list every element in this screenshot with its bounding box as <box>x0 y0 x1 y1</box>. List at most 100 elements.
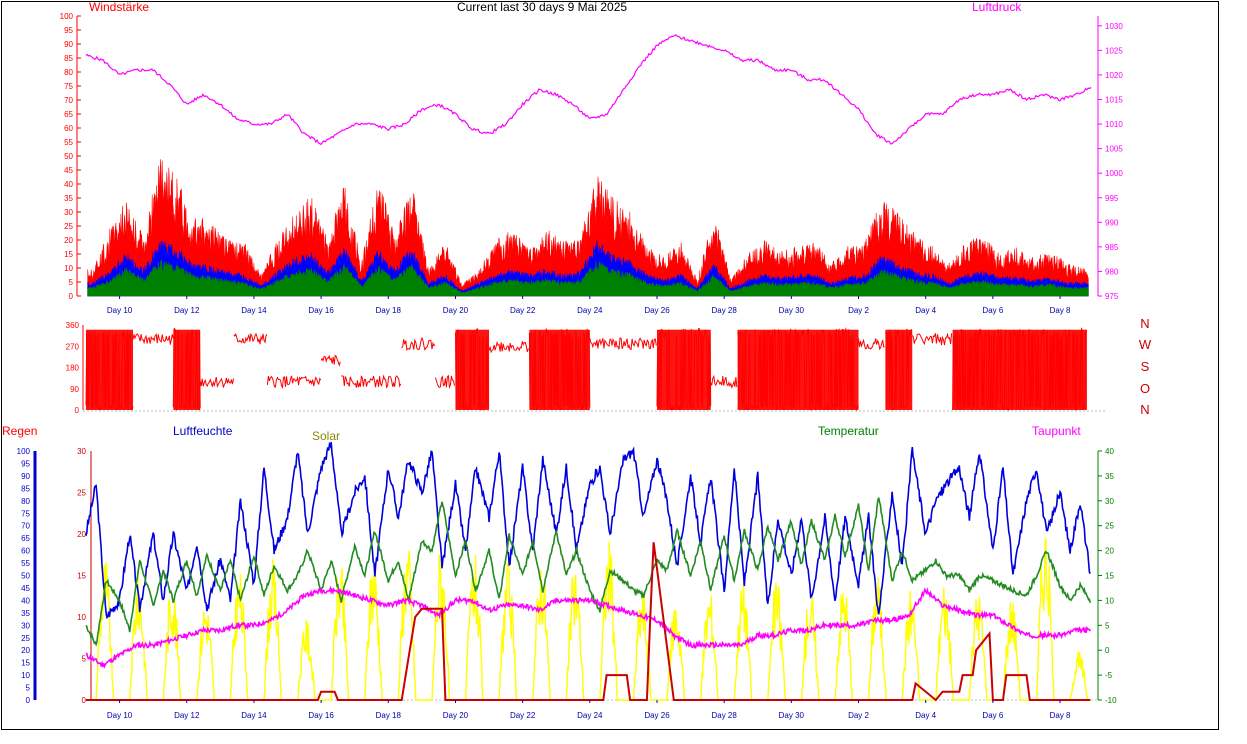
direction-line <box>455 328 490 411</box>
wind-speed-label: Windstärke <box>89 0 149 14</box>
wind-day-label: Day 22 <box>510 306 536 315</box>
wind-left-tick-label: 50 <box>64 152 73 161</box>
direction-panel: 0 90 180 270 360 N W S O N <box>66 316 1152 417</box>
direction-line <box>710 374 738 389</box>
direction-tick-label: 270 <box>66 342 80 351</box>
direction-tick-label: 180 <box>66 364 80 373</box>
climate-day-label: Day 24 <box>577 711 603 720</box>
temperature-tick-label: -10 <box>1105 696 1117 705</box>
wind-left-tick-label: 90 <box>64 40 73 49</box>
climate-left-tick-label: 25 <box>77 489 86 498</box>
temperature-tick-label: 0 <box>1105 646 1110 655</box>
direction-line <box>589 337 657 351</box>
climate-left-tick-label: 0 <box>82 696 87 705</box>
direction-line <box>199 376 234 389</box>
direction-tick-label: 90 <box>70 385 79 394</box>
temperature-tick-label: 25 <box>1105 522 1114 531</box>
humidity-label: Luftfeuchte <box>173 424 233 438</box>
temperature-series <box>85 497 1092 647</box>
wind-left-tick-label: 25 <box>64 222 73 231</box>
humidity-series <box>85 441 1091 620</box>
wind-day-label: Day 2 <box>848 306 869 315</box>
rain-scale-tick-label: 65 <box>21 534 30 543</box>
wind-left-tick-label: 5 <box>69 278 74 287</box>
climate-left-tick-label: 15 <box>77 572 86 581</box>
wind-day-label: Day 16 <box>308 306 334 315</box>
wind-left-tick-label: 70 <box>64 96 73 105</box>
dewpoint-label: Taupunkt <box>1032 424 1081 438</box>
direction-line <box>172 328 201 412</box>
wind-day-label: Day 26 <box>644 306 670 315</box>
direction-line <box>85 329 134 411</box>
temperature-tick-label: 15 <box>1105 572 1114 581</box>
wind-left-tick-label: 20 <box>64 236 73 245</box>
climate-day-label: Day 4 <box>915 711 936 720</box>
wind-left-axis: 0 5 10 15 20 25 30 35 40 45 50 55 60 65 70 75 80 85 90 95 10… <box>60 12 81 301</box>
temperature-tick-label: 40 <box>1105 447 1114 456</box>
pressure-tick-label: 985 <box>1105 243 1119 252</box>
climate-day-label: Day 20 <box>443 711 469 720</box>
direction-line <box>320 354 341 367</box>
rain-line <box>86 542 1091 702</box>
direction-tick-label: 360 <box>66 321 80 330</box>
climate-day-label: Day 2 <box>848 711 869 720</box>
climate-day-label: Day 28 <box>711 711 737 720</box>
rain-scale-tick-label: 55 <box>21 559 30 568</box>
rain-scale-tick-label: 35 <box>21 609 30 618</box>
direction-axis: 0 90 180 270 360 <box>66 321 1105 415</box>
climate-day-label: Day 22 <box>510 711 536 720</box>
pressure-tick-label: 1000 <box>1105 169 1123 178</box>
rain-scale-axis: 0 5 10 15 20 25 30 35 40 45 50 55 60 65 70 75 80 85 90 95 10… <box>17 447 37 705</box>
climate-panel: Regen Luftfeuchte Solar Temperatur Taupu… <box>2 424 1117 720</box>
pressure-tick-label: 990 <box>1105 218 1119 227</box>
temperature-tick-label: -5 <box>1105 671 1113 680</box>
temperature-tick-label: 10 <box>1105 596 1114 605</box>
wind-average-series <box>87 259 1089 297</box>
pressure-tick-label: 1020 <box>1105 71 1123 80</box>
direction-label-w: W <box>1139 337 1152 352</box>
wind-left-tick-label: 80 <box>64 68 73 77</box>
climate-left-tick-label: 30 <box>77 447 86 456</box>
rain-label: Regen <box>2 424 37 438</box>
wind-left-tick-label: 65 <box>64 110 73 119</box>
direction-line <box>528 328 591 411</box>
wind-left-tick-label: 85 <box>64 54 73 63</box>
temperature-label: Temperatur <box>818 424 879 438</box>
direction-label-n-top: N <box>1140 316 1149 331</box>
direction-line <box>737 327 859 412</box>
rain-scale-tick-label: 80 <box>21 497 30 506</box>
direction-line <box>401 336 436 352</box>
rain-scale-tick-label: 20 <box>21 646 30 655</box>
direction-line <box>858 338 885 351</box>
temperature-tick-label: 5 <box>1105 621 1110 630</box>
direction-tick-label: 0 <box>75 406 80 415</box>
direction-line <box>132 333 174 345</box>
rain-scale-tick-label: 10 <box>21 671 30 680</box>
rain-scale-tick-label: 95 <box>21 459 30 468</box>
climate-day-label: Day 18 <box>376 711 402 720</box>
climate-day-label: Day 26 <box>644 711 670 720</box>
climate-day-label: Day 8 <box>1050 711 1071 720</box>
rain-scale-tick-label: 45 <box>21 584 30 593</box>
wind-day-label: Day 8 <box>1050 306 1071 315</box>
rain-scale-tick-label: 50 <box>21 572 30 581</box>
wind-day-label: Day 18 <box>376 306 402 315</box>
pressure-tick-label: 1005 <box>1105 145 1123 154</box>
pressure-tick-label: 975 <box>1105 292 1119 301</box>
temperature-axis: -10 -5 0 5 10 15 20 25 30 35 40 <box>1097 447 1117 705</box>
direction-line <box>488 340 529 354</box>
climate-day-label: Day 6 <box>982 711 1003 720</box>
direction-line <box>341 374 402 389</box>
wind-left-tick-label: 60 <box>64 124 73 133</box>
wind-left-tick-label: 40 <box>64 180 73 189</box>
climate-day-label: Day 10 <box>107 711 133 720</box>
wind-left-tick-label: 30 <box>64 208 73 217</box>
wind-left-tick-label: 10 <box>64 264 73 273</box>
wind-average-area <box>87 259 1089 297</box>
temperature-line <box>85 497 1092 647</box>
climate-left-tick-label: 5 <box>82 655 87 664</box>
pressure-tick-label: 995 <box>1105 194 1119 203</box>
humidity-line <box>85 441 1091 620</box>
dewpoint-series <box>85 585 1092 669</box>
wind-left-tick-label: 45 <box>64 166 73 175</box>
